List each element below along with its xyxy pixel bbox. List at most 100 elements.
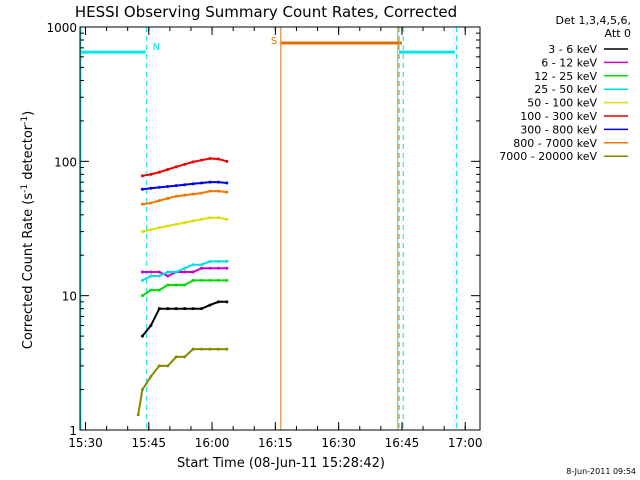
series-6-12-kev [140, 266, 229, 278]
x-axis-label: Start Time (08-Jun-11 15:28:42) [177, 456, 385, 471]
x-tick-label: 15:45 [131, 436, 166, 450]
data-point [225, 159, 229, 163]
axes: 15:30 15:45 16:00 16:15 16:30 16:45 17:00 1 10 10… [46, 21, 482, 450]
data-point [140, 202, 144, 206]
data-point [174, 355, 178, 359]
data-point [200, 307, 204, 311]
data-point [140, 278, 144, 282]
data-point [191, 192, 195, 196]
detector-info-line1: Det 1,3,4,5,6, [555, 14, 631, 27]
data-point [216, 157, 220, 161]
data-point [157, 307, 161, 311]
data-point [208, 216, 212, 220]
series-line [142, 216, 227, 233]
data-point [183, 283, 187, 287]
series-25-50-kev [140, 259, 229, 282]
data-point [200, 181, 204, 185]
data-point [225, 300, 229, 304]
legend-label: 25 - 50 keV [534, 83, 597, 96]
data-point [208, 303, 212, 307]
data-point [157, 364, 161, 368]
data-point [174, 283, 178, 287]
chart-title: HESSI Observing Summary Count Rates, Cor… [75, 3, 457, 21]
data-point [208, 259, 212, 263]
data-point [183, 162, 187, 166]
data-point [140, 230, 144, 234]
data-point [149, 270, 153, 274]
series-line [137, 348, 227, 415]
data-point [216, 278, 220, 282]
data-point [200, 217, 204, 221]
data-point [191, 263, 195, 267]
x-tick-label: 16:30 [321, 436, 356, 450]
data-point [166, 270, 170, 274]
data-point [166, 167, 170, 171]
data-point [200, 266, 204, 270]
data-point [216, 300, 220, 304]
data-point [149, 323, 153, 327]
data-point [208, 347, 212, 351]
data-point [208, 266, 212, 270]
series-7000-20000-kev [136, 347, 229, 417]
data-point [149, 288, 153, 292]
y-tick-label: 1 [69, 424, 77, 438]
legend-label: 12 - 25 keV [534, 70, 597, 83]
data-point [157, 170, 161, 174]
legend-label: 7000 - 20000 keV [499, 150, 597, 163]
data-point [157, 199, 161, 203]
data-point [166, 307, 170, 311]
data-point [191, 182, 195, 186]
saa-label: S [271, 36, 277, 47]
data-point [225, 190, 229, 194]
series-3-6-kev [140, 300, 229, 338]
x-tick-label: 17:00 [448, 436, 483, 450]
data-point [225, 217, 229, 221]
data-point [166, 283, 170, 287]
data-point [183, 183, 187, 187]
data-point [174, 270, 178, 274]
data-point [183, 221, 187, 225]
series-12-25-kev [140, 278, 229, 298]
data-point [166, 224, 170, 228]
data-point [191, 278, 195, 282]
data-point [174, 307, 178, 311]
data-point [136, 413, 140, 417]
series-800-7000-kev [140, 189, 229, 206]
data-point [166, 196, 170, 200]
series-300-800-kev [140, 180, 229, 191]
data-point [149, 375, 153, 379]
series-line [142, 190, 227, 206]
data-point [157, 288, 161, 292]
data-point [166, 364, 170, 368]
y-tick-label: 100 [54, 155, 77, 169]
data-point [166, 274, 170, 278]
data-point [191, 160, 195, 164]
data-point [200, 191, 204, 195]
data-point [149, 172, 153, 176]
x-tick-label: 16:00 [195, 436, 230, 450]
data-point [216, 180, 220, 184]
data-point [174, 194, 178, 198]
data-point [183, 355, 187, 359]
data-point [140, 187, 144, 191]
data-point [183, 270, 187, 274]
data-point [140, 294, 144, 298]
x-tick-label: 16:15 [258, 436, 293, 450]
data-point [200, 347, 204, 351]
data-point [208, 156, 212, 160]
data-point [191, 307, 195, 311]
legend-label: 100 - 300 keV [520, 110, 597, 123]
legend-label: 800 - 7000 keV [513, 137, 597, 150]
legend-label: 3 - 6 keV [548, 43, 597, 56]
series-line [142, 157, 228, 177]
data-point [216, 259, 220, 263]
data-point [140, 270, 144, 274]
data-point [157, 226, 161, 230]
data-point [200, 158, 204, 162]
data-point [225, 259, 229, 263]
data-point [174, 184, 178, 188]
legend-label: 300 - 800 keV [520, 123, 597, 136]
legend-label: 6 - 12 keV [541, 56, 597, 69]
